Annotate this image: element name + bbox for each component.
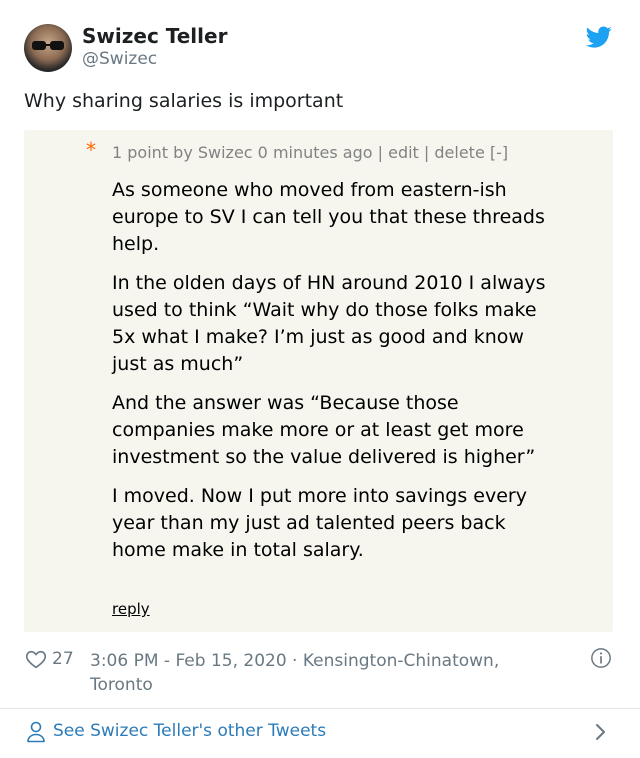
tweet-image-hn-comment[interactable]: * 1 point by Swizec 0 minutes ago | edit… bbox=[24, 130, 613, 632]
heart-icon[interactable] bbox=[25, 648, 47, 670]
chevron-right-icon[interactable] bbox=[594, 722, 608, 742]
person-icon[interactable] bbox=[26, 721, 46, 743]
twitter-bird-icon[interactable] bbox=[586, 24, 612, 50]
author-handle[interactable]: @Swizec bbox=[82, 49, 158, 69]
hn-comment-paragraph: And the answer was “Because those compan… bbox=[112, 392, 536, 468]
avatar[interactable] bbox=[24, 24, 72, 72]
hn-comment-body: As someone who moved from eastern-ish eu… bbox=[112, 177, 552, 576]
tweet-timestamp[interactable]: 3:06 PM - Feb 15, 2020 · Kensington-Chin… bbox=[90, 651, 500, 695]
footer-divider bbox=[0, 708, 640, 709]
hn-comment-paragraph: As someone who moved from eastern-ish eu… bbox=[112, 179, 545, 255]
hn-comment-paragraph: I moved. Now I put more into savings eve… bbox=[112, 485, 527, 561]
hn-reply-link: reply bbox=[112, 600, 150, 618]
author-name[interactable]: Swizec Teller bbox=[82, 24, 228, 48]
hn-comment-star: * bbox=[86, 138, 96, 162]
info-icon[interactable] bbox=[590, 647, 612, 669]
tweet-text: Why sharing salaries is important bbox=[24, 90, 344, 112]
like-count[interactable]: 27 bbox=[52, 649, 74, 669]
avatar-glasses-graphic bbox=[32, 41, 64, 50]
hn-comment-paragraph: In the olden days of HN around 2010 I al… bbox=[112, 272, 546, 375]
hn-comment-meta: 1 point by Swizec 0 minutes ago | edit |… bbox=[112, 143, 509, 162]
see-other-tweets-link[interactable]: See Swizec Teller's other Tweets bbox=[53, 721, 327, 741]
